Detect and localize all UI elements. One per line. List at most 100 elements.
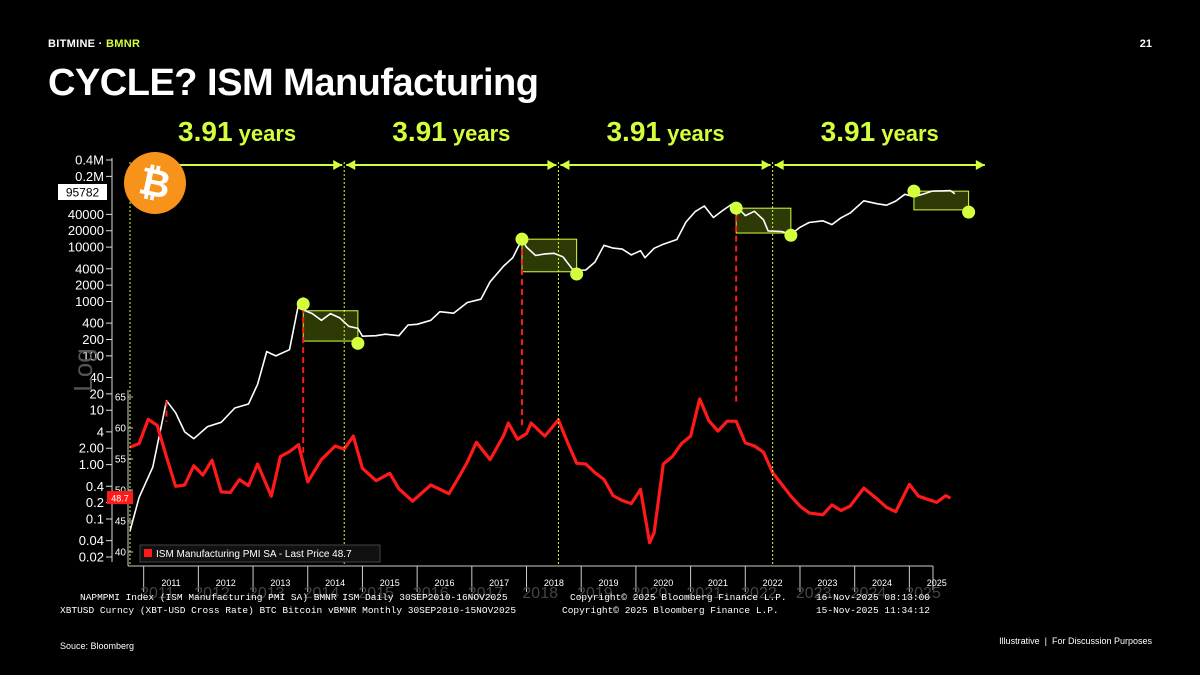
chart-source-line-copyright: Copyright© 2025 Bloomberg Finance L.P. xyxy=(570,592,787,603)
btc-tick-label: 0.2 xyxy=(86,495,104,510)
cycle-top-highlight-box xyxy=(521,238,578,273)
x-tick-year-label: 2024 xyxy=(872,578,892,588)
chart-source-line-timestamp: 15-Nov-2025 11:34:12 xyxy=(816,605,930,616)
annotation-dot xyxy=(729,201,743,215)
x-tick-year-label: 2019 xyxy=(599,578,619,588)
x-ghost-year-label: 2018 xyxy=(522,585,558,602)
ism-legend-label: ISM Manufacturing PMI SA - Last Price 48… xyxy=(156,549,352,560)
ism-tick-label: 40 xyxy=(115,548,127,559)
btc-tick-label: 40000 xyxy=(68,207,104,222)
ism-tick-label: 50 xyxy=(115,486,127,497)
chart-source-line-copyright: Copyright© 2025 Bloomberg Finance L.P. xyxy=(562,605,779,616)
chart-source-line-left: XBTUSD Curncy (XBT-USD Cross Rate) BTC B… xyxy=(60,605,516,616)
cycle-duration-label: 3.91 years xyxy=(392,116,510,147)
cycle-arrow-head-left xyxy=(560,160,570,170)
annotation-dot xyxy=(515,232,529,246)
cycle-arrow-head-right xyxy=(547,160,557,170)
btc-tick-label: 4000 xyxy=(75,261,104,276)
x-ghost-year-label: 2020 xyxy=(632,585,668,602)
x-ghost-year-label: 2021 xyxy=(686,585,722,602)
btc-tick-label: 0.2M xyxy=(75,169,104,184)
annotation-dot xyxy=(907,184,921,198)
x-ghost-year-label: 2012 xyxy=(194,585,230,602)
x-tick-year-label: 2012 xyxy=(216,578,236,588)
brand-ticker: BMNR xyxy=(106,38,141,50)
cycle-duration-label: 3.91 years xyxy=(606,116,724,147)
cycle-duration-label: 3.91 years xyxy=(821,116,939,147)
x-tick-year-label: 2021 xyxy=(708,578,728,588)
annotation-dot xyxy=(784,228,798,242)
cycle-duration-label: 3.91 years xyxy=(178,116,296,147)
x-tick-year-label: 2020 xyxy=(653,578,673,588)
btc-tick-label: 2.00 xyxy=(79,441,104,456)
cycle-arrow-head-right xyxy=(975,160,985,170)
brand-header: BITMINE · BMNR xyxy=(48,38,140,50)
ism-tick-label: 60 xyxy=(115,424,127,435)
annotation-dot xyxy=(570,267,584,281)
x-tick-year-label: 2014 xyxy=(325,578,345,588)
cycle-arrow-head-right xyxy=(333,160,343,170)
disclaimer-divider: | xyxy=(1044,636,1047,646)
disclaimer-left: Illustrative xyxy=(999,636,1040,646)
btc-tick-label: 2000 xyxy=(75,278,104,293)
page-title: CYCLE? ISM Manufacturing xyxy=(48,62,539,104)
btc-tick-label: 0.02 xyxy=(79,550,104,565)
brand-separator: · xyxy=(95,38,107,50)
btc-tick-label: 1.00 xyxy=(79,457,104,472)
ism-panel-bg xyxy=(128,390,933,566)
btc-tick-label: 0.04 xyxy=(79,533,104,548)
x-ghost-year-label: 2014 xyxy=(304,585,340,602)
annotation-dot xyxy=(962,205,976,219)
x-ghost-year-label: 2011 xyxy=(140,585,175,602)
x-ghost-year-label: 2019 xyxy=(577,585,613,602)
log-scale-watermark: Log xyxy=(68,348,98,391)
ism-last-price-tag xyxy=(107,491,133,505)
ism-last-price-label: 48.7 xyxy=(111,494,129,504)
btc-last-price-label: 95782 xyxy=(66,186,100,200)
x-ghost-year-label: 2017 xyxy=(468,585,504,602)
x-ghost-year-label: 2015 xyxy=(358,585,394,602)
x-ghost-year-label: 2025 xyxy=(905,585,941,602)
source-note: Souce: Bloomberg xyxy=(60,641,135,651)
btc-tick-label: 40 xyxy=(90,370,104,385)
btc-last-price-box xyxy=(58,184,107,200)
annotation-dot xyxy=(351,336,365,350)
btc-tick-label: 20 xyxy=(90,386,104,401)
btc-tick-label: 100 xyxy=(82,348,104,363)
disclaimer: Illustrative | For Discussion Purposes xyxy=(999,636,1152,646)
cycle-arrow-head-left xyxy=(346,160,356,170)
page-number: 21 xyxy=(1139,38,1152,50)
x-ghost-year-label: 2022 xyxy=(741,585,777,602)
btc-tick-label: 200 xyxy=(82,332,104,347)
btc-tick-label: 4 xyxy=(97,424,104,439)
x-tick-year-label: 2017 xyxy=(489,578,509,588)
chart-source-line-left: NAPMPMI Index (ISM Manufacturing PMI SA)… xyxy=(80,592,508,603)
btc-tick-label: 10 xyxy=(90,403,104,418)
btc-tick-label: 0.4M xyxy=(75,153,104,168)
cycle-arrow-head-right xyxy=(761,160,771,170)
x-tick-year-label: 2018 xyxy=(544,578,564,588)
btc-tick-label: 0.1 xyxy=(86,511,104,526)
x-tick-year-label: 2023 xyxy=(817,578,837,588)
disclaimer-right: For Discussion Purposes xyxy=(1051,636,1152,646)
annotation-dot xyxy=(296,297,310,311)
btc-tick-label: 20000 xyxy=(68,223,104,238)
x-tick-year-label: 2011 xyxy=(161,578,180,588)
x-tick-year-label: 2015 xyxy=(380,578,400,588)
btc-tick-label: 1000 xyxy=(75,294,104,309)
ism-legend-swatch xyxy=(144,549,152,557)
btc-price-line xyxy=(129,189,956,532)
x-ghost-year-label: 2023 xyxy=(796,585,832,602)
ism-tick-label: 65 xyxy=(115,393,127,404)
brand-name: BITMINE xyxy=(48,38,96,50)
ism-tick-label: 55 xyxy=(115,455,127,466)
btc-tick-label: 10000 xyxy=(68,240,104,255)
btc-tick-label: 0.4 xyxy=(86,479,104,494)
cycle-arrow-head-left xyxy=(774,160,784,170)
x-ghost-year-label: 2016 xyxy=(413,585,449,602)
chart-source-line-timestamp: 16-Nov-2025 08:13:00 xyxy=(816,592,930,603)
x-ghost-year-label: 2024 xyxy=(851,585,887,602)
x-tick-year-label: 2013 xyxy=(270,578,290,588)
btc-tick-label: 400 xyxy=(82,316,104,331)
